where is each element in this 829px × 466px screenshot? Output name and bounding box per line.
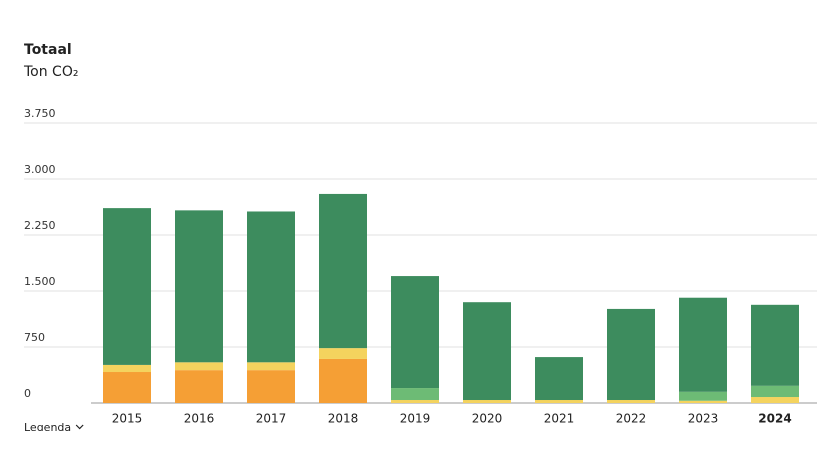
bar-segment xyxy=(247,362,295,371)
bar-segment xyxy=(175,362,223,371)
x-tick-label: 2024 xyxy=(758,412,791,426)
bar-segment xyxy=(463,400,511,403)
bar-segment xyxy=(607,400,655,403)
bar-segment xyxy=(751,385,799,398)
y-tick-label: 0 xyxy=(24,387,31,400)
y-tick-label: 1.500 xyxy=(24,275,56,288)
x-tick-label: 2022 xyxy=(616,412,647,426)
bar-segment xyxy=(103,372,151,403)
y-tick-label: 750 xyxy=(24,331,45,344)
bar-segment xyxy=(247,211,295,363)
bar-segment xyxy=(679,297,727,392)
bar-segment xyxy=(751,304,799,386)
x-tick-label: 2021 xyxy=(544,412,575,426)
bar-segment xyxy=(751,397,799,403)
bar-segment xyxy=(679,400,727,403)
bar-segment xyxy=(679,391,727,401)
bar-segment xyxy=(319,193,367,349)
legend-toggle[interactable]: Legenda xyxy=(24,421,71,434)
x-tick-label: 2015 xyxy=(112,412,143,426)
bar-segment xyxy=(319,348,367,359)
x-tick-label: 2023 xyxy=(688,412,719,426)
bar-segment xyxy=(535,357,583,401)
bar-segment xyxy=(463,302,511,401)
bar-segment xyxy=(319,358,367,403)
legend-chevron[interactable] xyxy=(75,424,84,430)
chart-subtitle: Ton CO₂ xyxy=(23,64,78,80)
bar-segment xyxy=(175,370,223,403)
x-tick-label: 2017 xyxy=(256,412,287,426)
bar-segment xyxy=(103,364,151,373)
x-tick-label: 2016 xyxy=(184,412,215,426)
bar-segment xyxy=(607,308,655,401)
bar-segment xyxy=(535,400,583,403)
y-tick-label: 2.250 xyxy=(24,219,56,232)
x-tick-label: 2019 xyxy=(400,412,431,426)
bar-segment xyxy=(391,400,439,403)
chart-title: Totaal xyxy=(24,42,72,58)
bar-segment xyxy=(391,276,439,389)
y-tick-label: 3.000 xyxy=(24,163,56,176)
x-tick-label: 2020 xyxy=(472,412,503,426)
bar-segment xyxy=(175,210,223,363)
x-tick-label: 2018 xyxy=(328,412,359,426)
bar-segment xyxy=(103,208,151,365)
bar-segment xyxy=(247,370,295,403)
bar-segment xyxy=(391,388,439,401)
y-tick-label: 3.750 xyxy=(24,107,56,120)
